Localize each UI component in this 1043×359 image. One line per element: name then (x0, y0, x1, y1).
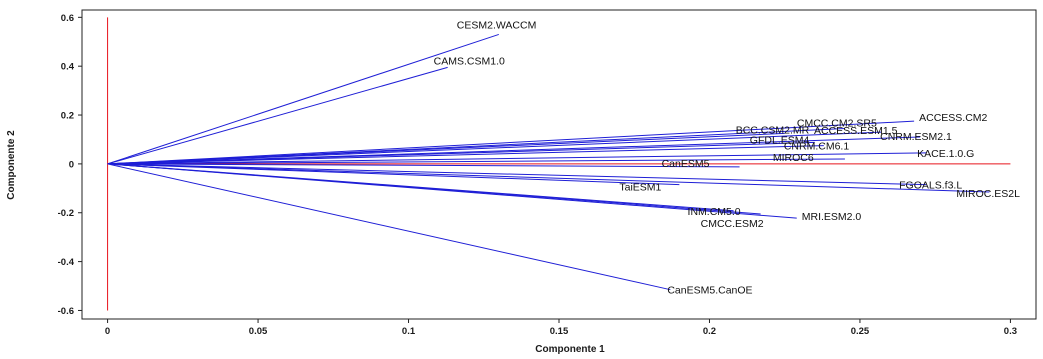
x-tick-label: 0.3 (1004, 326, 1017, 337)
vector-label: KACE.1.0.G (917, 148, 974, 160)
vector-label: CNRM.ESM2.1 (880, 131, 952, 143)
vector-label: CMCC.CM2.SR5 (797, 117, 877, 129)
x-axis-title: Componente 1 (535, 344, 605, 355)
x-axis-ticks: 0 0.05 0.1 0.15 0.2 0.25 0.3 (105, 319, 1017, 337)
y-tick-label: -0.4 (58, 257, 75, 268)
vector-line (107, 163, 761, 215)
y-axis-title: Componente 2 (6, 130, 17, 200)
x-tick-label: 0.05 (249, 326, 268, 337)
vector-line (107, 145, 824, 165)
vector-line (107, 163, 671, 291)
y-tick-label: 0.2 (61, 111, 74, 122)
vector-label: BCC.CSM2.MR (736, 124, 810, 136)
vector-label: TaiESM1 (619, 182, 661, 194)
vector-line (107, 163, 680, 186)
vector-line (107, 120, 915, 165)
vector-line (107, 131, 882, 165)
vector-line (107, 66, 448, 165)
x-tick-label: 0.2 (703, 326, 716, 337)
vector-line (107, 152, 927, 165)
vector-label: INM.CM5.0 (688, 206, 741, 218)
x-tick-label: 0.25 (851, 326, 870, 337)
vector-label: CMCC.ESM2 (701, 218, 764, 230)
vector-label: CESM2.WACCM (457, 19, 537, 31)
vector-label: CNRM.CM6.1 (784, 141, 849, 153)
vector-label: ACCESS.ESM1.5 (814, 125, 898, 137)
vector-line (107, 33, 499, 165)
vector-label: MRI.ESM2.0 (802, 211, 862, 223)
vector-line (107, 163, 740, 168)
x-tick-label: 0 (105, 326, 110, 337)
vector-line (107, 158, 845, 165)
y-tick-label: 0 (69, 159, 74, 170)
vector-label: GFDL.ESM4 (750, 134, 810, 146)
vector-labels: CESM2.WACCM CAMS.CSM1.0 CMCC.CM2.SR5BCC.CS… (434, 19, 1020, 296)
vector-label: MIROC6 (773, 152, 814, 164)
x-tick-label: 0.15 (550, 326, 569, 337)
y-tick-label: 0.4 (61, 62, 75, 73)
reference-lines (107, 17, 1011, 311)
vector-label: MIROC.ES2L (956, 188, 1020, 200)
vector-line (107, 163, 927, 186)
vector-label: FGOALS.f3.L (899, 180, 962, 192)
y-tick-label: 0.6 (61, 13, 74, 24)
y-tick-label: -0.2 (58, 208, 74, 219)
x-tick-label: 0.1 (402, 326, 416, 337)
vector-label: CAMS.CSM1.0 (434, 55, 505, 67)
vector-line (107, 163, 990, 193)
y-tick-label: -0.6 (58, 306, 74, 317)
y-axis-ticks: -0.6 -0.4 -0.2 0 0.2 0.4 0.6 (58, 13, 82, 317)
vector-label: ACCESS.CM2 (919, 112, 987, 124)
vector-label: CanESM5 (662, 158, 710, 170)
vector-label: CanESM5.CanOE (667, 285, 752, 297)
vector-line (107, 141, 815, 165)
vectors (107, 33, 990, 291)
